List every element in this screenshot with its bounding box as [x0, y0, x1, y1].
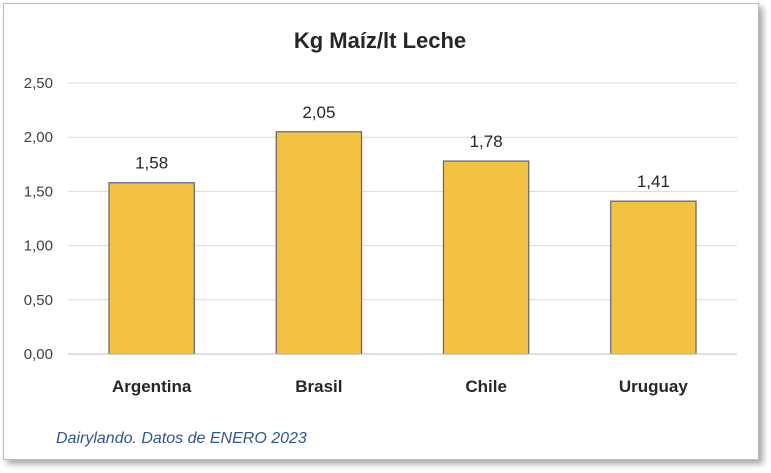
data-label: 2,05	[302, 103, 335, 122]
y-tick-label: 2,50	[24, 75, 53, 92]
y-tick-label: 1,00	[24, 238, 53, 255]
data-label: 1,78	[470, 132, 503, 151]
bar-chile	[442, 160, 530, 355]
chart-title: Kg Maíz/lt Leche	[294, 28, 466, 53]
data-labels: 1,58 2,05 1,78 1,41	[135, 103, 670, 191]
category-labels: Argentina Brasil Chile Uruguay	[112, 377, 688, 396]
y-tick-label: 0,00	[24, 346, 53, 363]
bar-uruguay	[610, 200, 697, 355]
source-note: Dairylando. Datos de ENERO 2023	[56, 430, 307, 447]
data-label: 1,58	[135, 154, 168, 173]
y-tick-label: 0,50	[24, 292, 53, 309]
category-label: Argentina	[112, 377, 192, 396]
category-label: Brasil	[295, 377, 342, 396]
bars	[108, 131, 697, 355]
y-axis-ticks: 0,00 0,50 1,00 1,50 2,00 2,50	[24, 75, 53, 363]
category-label: Uruguay	[619, 377, 689, 396]
data-label: 1,41	[637, 172, 670, 191]
y-tick-label: 1,50	[24, 183, 53, 200]
category-label: Chile	[465, 377, 507, 396]
y-tick-label: 2,00	[24, 129, 53, 146]
bar-brasil	[275, 131, 363, 355]
bar-argentina	[108, 182, 195, 355]
